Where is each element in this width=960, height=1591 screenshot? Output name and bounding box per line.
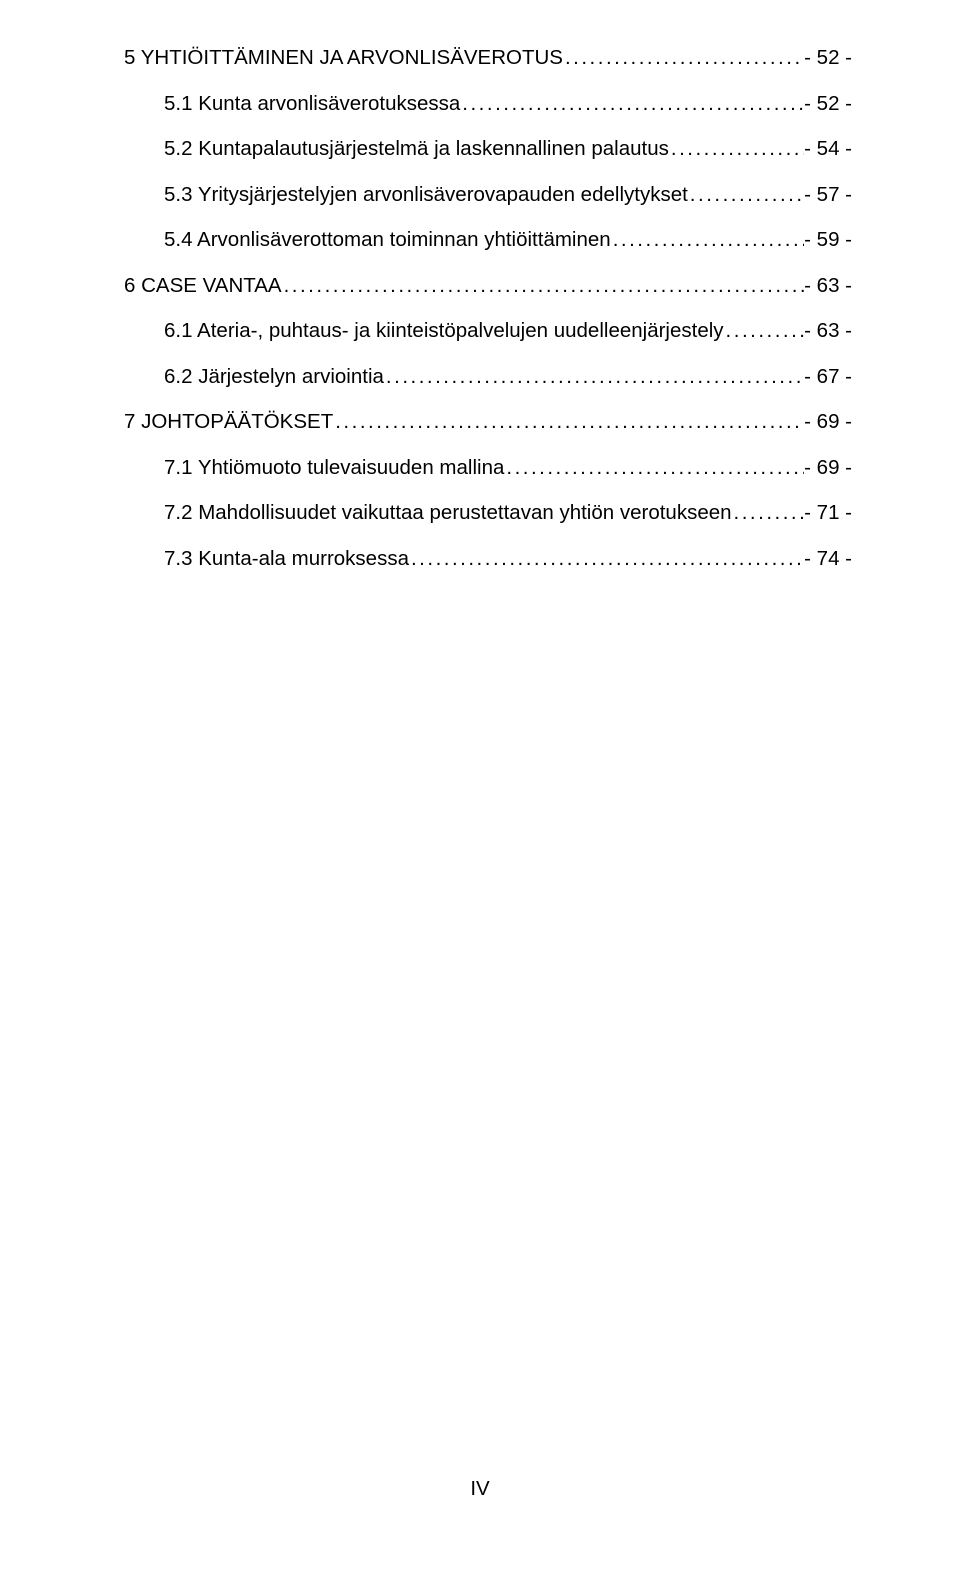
toc-entry: 7.1 Yhtiömuoto tulevaisuuden mallina - 69… xyxy=(124,458,852,479)
toc-entry-page: - 67 - xyxy=(804,367,852,388)
toc-entry-label: 6 CASE VANTAA xyxy=(124,276,282,297)
page-container: 5 YHTIÖITTÄMINEN JA ARVONLISÄVEROTUS - 52… xyxy=(0,0,960,1591)
toc-entry: 6.2 Järjestelyn arviointia - 67 - xyxy=(124,367,852,388)
toc-leader-dots xyxy=(333,412,804,433)
toc-entry: 6.1 Ateria-, puhtaus- ja kiinteistöpalve… xyxy=(124,321,852,342)
toc-leader-dots xyxy=(724,321,805,342)
toc-entry-label: 7.1 Yhtiömuoto tulevaisuuden mallina xyxy=(164,458,504,479)
toc-entry-page: - 54 - xyxy=(804,139,852,160)
toc-entry-label: 7.3 Kunta-ala murroksessa xyxy=(164,549,409,570)
toc-entry-label: 5.4 Arvonlisäverottoman toiminnan yhtiöi… xyxy=(164,230,611,251)
toc-leader-dots xyxy=(384,367,804,388)
toc-entry-label: 7.2 Mahdollisuudet vaikuttaa perustettav… xyxy=(164,503,732,524)
table-of-contents: 5 YHTIÖITTÄMINEN JA ARVONLISÄVEROTUS - 52… xyxy=(124,48,852,569)
toc-leader-dots xyxy=(504,458,804,479)
toc-entry-label: 5 YHTIÖITTÄMINEN JA ARVONLISÄVEROTUS xyxy=(124,48,563,69)
toc-entry-label: 5.3 Yritysjärjestelyjen arvonlisäverovap… xyxy=(164,185,688,206)
toc-entry: 5.4 Arvonlisäverottoman toiminnan yhtiöi… xyxy=(124,230,852,251)
toc-leader-dots xyxy=(611,230,804,251)
toc-entry: 5.3 Yritysjärjestelyjen arvonlisäverovap… xyxy=(124,185,852,206)
toc-entry-label: 6.2 Järjestelyn arviointia xyxy=(164,367,384,388)
toc-entry: 5 YHTIÖITTÄMINEN JA ARVONLISÄVEROTUS - 52… xyxy=(124,48,852,69)
toc-entry-page: - 69 - xyxy=(804,458,852,479)
toc-leader-dots xyxy=(409,549,804,570)
toc-entry-label: 7 JOHTOPÄÄTÖKSET xyxy=(124,412,333,433)
toc-entry-label: 5.1 Kunta arvonlisäverotuksessa xyxy=(164,94,460,115)
toc-entry: 5.2 Kuntapalautusjärjestelmä ja laskenna… xyxy=(124,139,852,160)
toc-leader-dots xyxy=(732,503,805,524)
toc-entry: 7.3 Kunta-ala murroksessa - 74 - xyxy=(124,549,852,570)
toc-leader-dots xyxy=(688,185,804,206)
toc-entry-page: - 63 - xyxy=(804,276,852,297)
toc-leader-dots xyxy=(460,94,804,115)
toc-entry-label: 5.2 Kuntapalautusjärjestelmä ja laskenna… xyxy=(164,139,669,160)
toc-entry-page: - 59 - xyxy=(804,230,852,251)
toc-entry: 7 JOHTOPÄÄTÖKSET - 69 - xyxy=(124,412,852,433)
toc-entry: 7.2 Mahdollisuudet vaikuttaa perustettav… xyxy=(124,503,852,524)
toc-leader-dots xyxy=(669,139,804,160)
toc-entry: 6 CASE VANTAA - 63 - xyxy=(124,276,852,297)
toc-entry-page: - 74 - xyxy=(804,549,852,570)
toc-entry-label: 6.1 Ateria-, puhtaus- ja kiinteistöpalve… xyxy=(164,321,724,342)
toc-leader-dots xyxy=(563,48,804,69)
toc-entry-page: - 71 - xyxy=(804,503,852,524)
toc-entry: 5.1 Kunta arvonlisäverotuksessa - 52 - xyxy=(124,94,852,115)
toc-entry-page: - 69 - xyxy=(804,412,852,433)
toc-entry-page: - 52 - xyxy=(804,94,852,115)
toc-entry-page: - 52 - xyxy=(804,48,852,69)
toc-entry-page: - 63 - xyxy=(804,321,852,342)
toc-entry-page: - 57 - xyxy=(804,185,852,206)
page-number-footer: IV xyxy=(0,1477,960,1501)
toc-leader-dots xyxy=(282,276,805,297)
